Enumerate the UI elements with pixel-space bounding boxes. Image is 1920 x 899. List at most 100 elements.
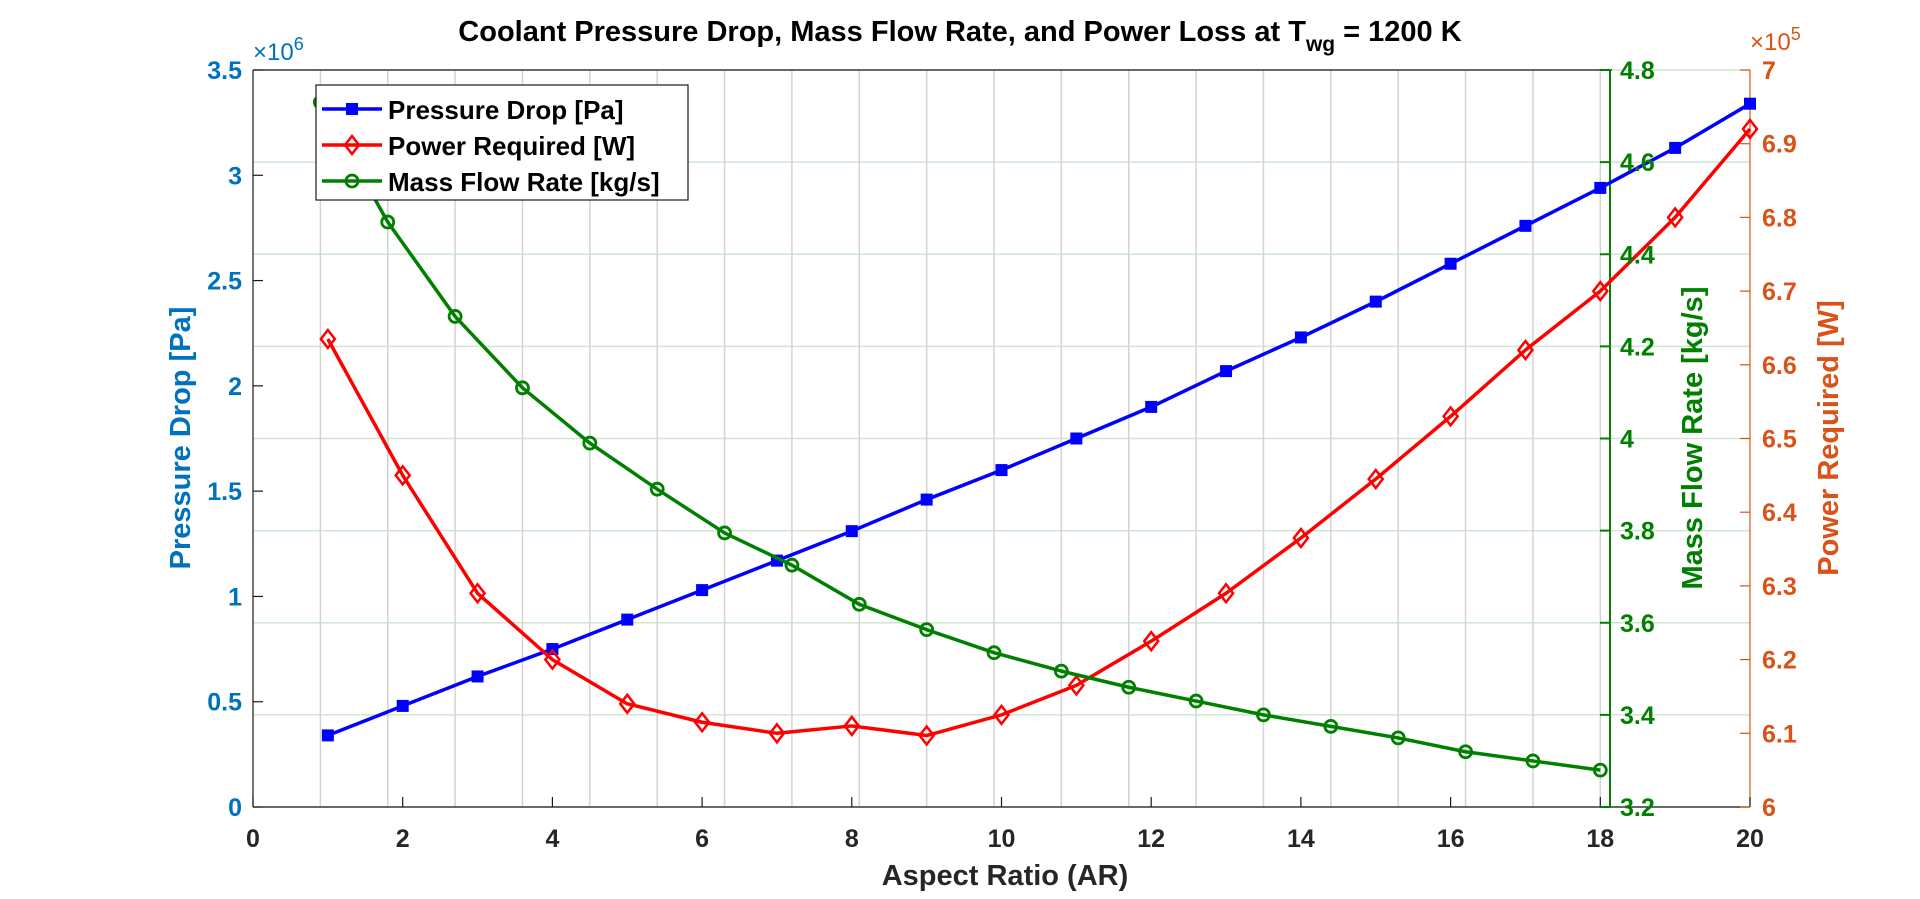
y-left-tick-label: 3: [228, 162, 242, 190]
y-orange-tick-label: 6.9: [1762, 131, 1797, 159]
legend-entry-mass-flow-rate: Mass Flow Rate [kg/s]: [388, 167, 660, 197]
y-green-tick-label: 4.2: [1620, 333, 1655, 361]
x-tick-label: 4: [545, 825, 559, 853]
pressure-drop-point: [1369, 295, 1382, 308]
power-required-point: [618, 692, 636, 715]
y-green-tick-label: 4.8: [1620, 57, 1655, 85]
power-required-point: [1142, 630, 1160, 653]
power-required-point: [543, 648, 561, 671]
pressure-drop-point: [696, 584, 709, 597]
mass-flow-rate-point: [380, 214, 396, 230]
y-left-tick-label: 0.5: [207, 689, 242, 717]
mass-flow-rate-point: [919, 622, 935, 638]
mass-flow-rate-point: [582, 435, 598, 451]
y-left-tick-label: 1.5: [207, 478, 242, 506]
mass-flow-rate-point: [1323, 718, 1339, 734]
y-orange-tick-label: 6.1: [1762, 720, 1797, 748]
mass-flow-rate-point: [515, 380, 530, 396]
y-green-tick-label: 3.2: [1620, 794, 1655, 822]
y-orange-tick-label: 6.8: [1762, 204, 1797, 232]
mass-flow-rate-point: [447, 309, 463, 324]
legend-entry-pressure-drop: Pressure Drop [Pa]: [388, 95, 624, 125]
pressure-drop-point: [621, 613, 634, 626]
mass-flow-rate-point: [1188, 693, 1204, 709]
pressure-drop-point: [1519, 219, 1532, 232]
power-required-point: [394, 464, 412, 487]
y-green-tick-label: 4.4: [1620, 241, 1655, 269]
y-orange-tick-label: 6.6: [1762, 352, 1797, 380]
legend-marker-mass-flow-rate: [344, 173, 360, 189]
power-required-point: [1367, 467, 1385, 491]
power-required-point: [992, 703, 1011, 726]
legend: Pressure Drop [Pa] Power Required [W] Mass…: [315, 84, 689, 201]
x-tick-label: 16: [1437, 825, 1465, 853]
power-required-point: [1591, 280, 1609, 303]
pressure-drop-point: [920, 493, 933, 506]
y-left-exponent: ×106: [253, 34, 304, 66]
y-orange-tick-label: 6.3: [1762, 573, 1797, 601]
pressure-drop-point: [321, 729, 334, 742]
y-orange-axis-label: Power Required [W]: [1813, 300, 1845, 576]
chart-title: Coolant Pressure Drop, Mass Flow Rate, a…: [458, 16, 1461, 56]
mass-flow-rate-line: [318, 101, 1601, 772]
pressure-drop-point: [1145, 400, 1158, 413]
pressure-drop-point: [1220, 365, 1233, 378]
pressure-drop-point: [1594, 181, 1607, 194]
pressure-drop-point: [396, 699, 409, 712]
y-orange-exponent-power: 5: [1791, 24, 1801, 44]
x-axis-label: Aspect Ratio (AR): [882, 860, 1129, 892]
y-green-axis-label: Mass Flow Rate [kg/s]: [1677, 287, 1709, 590]
y-orange-tick-label: 7: [1762, 57, 1776, 85]
y-left-tick-label: 2: [228, 373, 242, 401]
y-left-tick-label: 2.5: [207, 268, 242, 296]
y-orange-tick-label: 6: [1762, 794, 1776, 822]
legend-entry-power-required: Power Required [W]: [388, 131, 635, 161]
mass-flow-rate-point: [1458, 744, 1473, 760]
power-required-point: [468, 582, 487, 605]
y-green-tick-label: 3.6: [1620, 610, 1655, 638]
chart-title-suffix: = 1200 K: [1335, 16, 1462, 48]
pressure-drop-point: [1744, 97, 1756, 110]
y-green-tick-label: 4.6: [1620, 149, 1655, 177]
power-required-point: [1516, 339, 1535, 362]
legend-marker-power-required: [343, 133, 361, 157]
y-left-tick-label: 1: [228, 583, 242, 611]
mass-flow-rate-point: [986, 645, 1002, 661]
y-left-tick-label: 0: [228, 794, 242, 822]
mass-flow-rate-point: [1525, 753, 1541, 769]
chart-title-subscript: wg: [1305, 33, 1335, 56]
x-tick-label: 8: [845, 825, 859, 853]
mass-flow-rate-point: [1053, 663, 1069, 679]
y-orange-exponent: ×105: [1750, 24, 1801, 56]
x-tick-label: 0: [246, 825, 260, 853]
pressure-drop-line: [327, 102, 1751, 738]
x-tick-label: 14: [1287, 825, 1315, 853]
x-tick-label: 2: [396, 825, 410, 853]
y-green-tick-label: 3.8: [1620, 518, 1655, 546]
pressure-drop-point: [1444, 257, 1457, 270]
mass-flow-rate-point: [1390, 730, 1406, 746]
mass-flow-rate-point: [1121, 679, 1137, 695]
y-green-tick-label: 4: [1620, 426, 1634, 454]
power-required-point: [319, 327, 337, 351]
power-required-point: [1442, 405, 1460, 428]
power-required-point: [843, 714, 861, 737]
mass-flow-rate-point: [649, 481, 665, 497]
pressure-drop-point: [1070, 432, 1083, 445]
power-required-point: [918, 724, 936, 747]
x-tick-label: 12: [1137, 825, 1165, 853]
pressure-drop-point: [471, 670, 484, 683]
legend-marker-pressure-drop: [346, 103, 358, 115]
mass-flow-rate-point: [784, 557, 800, 573]
x-tick-label: 18: [1586, 825, 1614, 853]
mass-flow-rate-point: [851, 596, 867, 612]
y-orange-tick-label: 6.4: [1762, 499, 1797, 527]
y-orange-tick-label: 6.5: [1762, 426, 1797, 454]
y-orange-tick-label: 6.2: [1762, 647, 1797, 675]
pressure-drop-point: [1669, 141, 1682, 154]
power-required-point: [768, 722, 786, 745]
power-required-line: [326, 127, 1752, 738]
pressure-drop-point: [845, 525, 858, 538]
axes-layer: [252, 69, 1751, 808]
